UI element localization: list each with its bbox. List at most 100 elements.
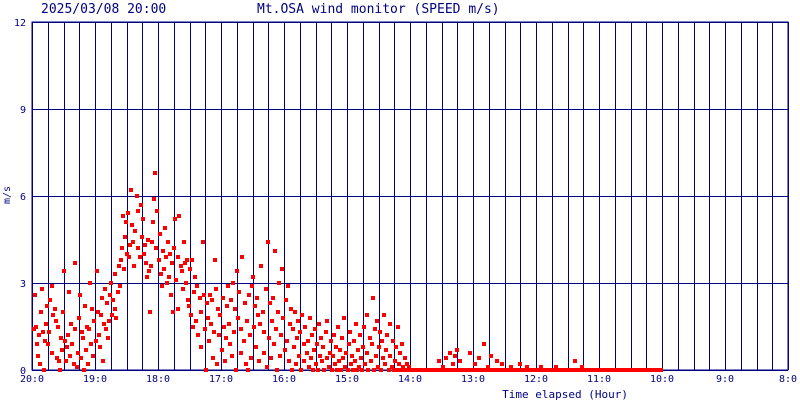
data-point	[261, 310, 265, 314]
data-point	[306, 339, 310, 343]
data-point	[252, 325, 256, 329]
data-point	[267, 336, 271, 340]
data-point	[281, 316, 285, 320]
data-point	[258, 322, 262, 326]
data-point	[237, 290, 241, 294]
data-point	[275, 368, 279, 372]
data-point	[69, 322, 73, 326]
data-point	[161, 249, 165, 253]
data-point	[355, 368, 359, 372]
data-point	[64, 359, 68, 363]
data-point	[143, 243, 147, 247]
data-point	[77, 316, 81, 320]
data-point	[254, 345, 258, 349]
data-point	[375, 319, 379, 323]
data-point	[91, 354, 95, 358]
data-point	[136, 246, 140, 250]
data-point	[48, 298, 52, 302]
data-point	[103, 287, 107, 291]
data-point	[233, 307, 237, 311]
data-point	[384, 348, 388, 352]
data-point	[102, 322, 106, 326]
data-point	[213, 258, 217, 262]
data-point	[373, 327, 377, 331]
data-point	[247, 293, 251, 297]
data-point	[315, 342, 319, 346]
data-point	[244, 362, 248, 366]
data-point	[518, 362, 522, 366]
data-point	[407, 365, 411, 369]
data-point	[193, 275, 197, 279]
data-point	[341, 356, 345, 360]
data-point	[396, 325, 400, 329]
data-point	[153, 171, 157, 175]
data-point	[387, 368, 391, 372]
data-point	[70, 342, 74, 346]
data-point	[45, 304, 49, 308]
data-point	[468, 351, 472, 355]
data-point	[303, 325, 307, 329]
data-point	[73, 261, 77, 265]
data-point	[242, 339, 246, 343]
data-point	[320, 359, 324, 363]
data-point	[183, 261, 187, 265]
data-point	[81, 336, 85, 340]
data-point	[277, 281, 281, 285]
data-point	[35, 342, 39, 346]
data-point	[229, 298, 233, 302]
data-point	[288, 322, 292, 326]
data-point	[227, 322, 231, 326]
data-point	[43, 339, 47, 343]
data-point	[165, 281, 169, 285]
data-point	[218, 313, 222, 317]
data-point	[66, 333, 70, 337]
data-point	[113, 272, 117, 276]
data-point	[360, 368, 364, 372]
chart-title: Mt.OSA wind monitor (SPEED m/s)	[257, 2, 500, 17]
data-point	[201, 240, 205, 244]
data-point	[337, 359, 341, 363]
data-point	[455, 348, 459, 352]
data-point	[328, 351, 332, 355]
data-point	[284, 298, 288, 302]
data-point	[335, 368, 339, 372]
data-point	[97, 333, 101, 337]
data-point	[92, 319, 96, 323]
data-point	[235, 269, 239, 273]
data-point	[51, 313, 55, 317]
data-point	[198, 296, 202, 300]
data-point	[217, 333, 221, 337]
data-point	[437, 359, 441, 363]
data-point	[163, 226, 167, 230]
data-point	[150, 240, 154, 244]
data-point	[117, 264, 121, 268]
data-point	[299, 368, 303, 372]
data-point	[149, 264, 153, 268]
data-point	[146, 238, 150, 242]
x-tick-label: 10:0	[650, 374, 674, 385]
data-point	[265, 365, 269, 369]
data-point	[573, 359, 577, 363]
data-point	[380, 339, 384, 343]
data-point	[321, 345, 325, 349]
data-point	[204, 368, 208, 372]
data-point	[332, 333, 336, 337]
data-point	[192, 290, 196, 294]
data-point	[351, 368, 355, 372]
data-point	[400, 342, 404, 346]
data-point	[324, 330, 328, 334]
data-point	[220, 348, 224, 352]
data-point	[371, 296, 375, 300]
data-point	[368, 336, 372, 340]
data-point	[308, 316, 312, 320]
data-point	[266, 240, 270, 244]
data-point	[292, 345, 296, 349]
data-point	[342, 316, 346, 320]
data-point	[307, 365, 311, 369]
data-point	[171, 310, 175, 314]
data-point	[76, 351, 80, 355]
data-point	[313, 327, 317, 331]
data-point	[124, 220, 128, 224]
data-point	[86, 362, 90, 366]
